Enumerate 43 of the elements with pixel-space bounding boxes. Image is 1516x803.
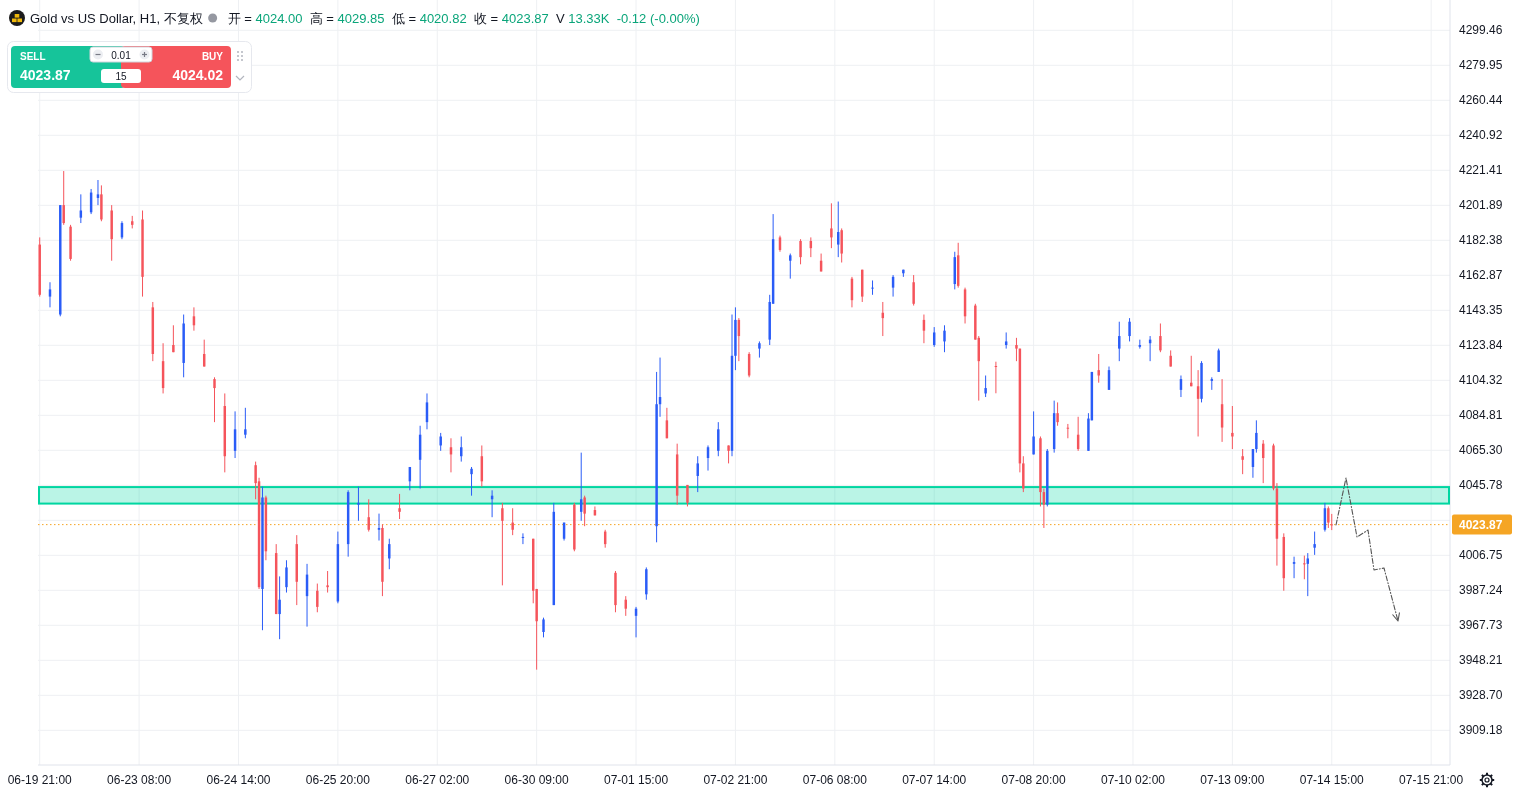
ytick-label: 4299.46 bbox=[1459, 23, 1503, 38]
ytick-label: 4045.78 bbox=[1459, 478, 1503, 493]
xtick-label: 07-10 02:00 bbox=[1100, 773, 1165, 787]
ytick-label: 4104.32 bbox=[1459, 373, 1503, 388]
annotation: 4024.02 bbox=[172, 67, 223, 83]
ytick-label: 4006.75 bbox=[1459, 548, 1503, 563]
ytick-label: 4279.95 bbox=[1459, 58, 1503, 73]
ytick-label: 4065.30 bbox=[1459, 443, 1503, 458]
ytick-label: 3967.73 bbox=[1459, 618, 1503, 633]
xtick-label: 07-15 21:00 bbox=[1399, 773, 1464, 787]
ytick-label: 4123.84 bbox=[1459, 338, 1503, 353]
ytick-label: 4143.35 bbox=[1459, 303, 1503, 318]
ytick-label: 3928.70 bbox=[1459, 688, 1503, 703]
ytick-label: 3987.24 bbox=[1459, 583, 1503, 598]
xtick-label: 06-19 21:00 bbox=[7, 773, 72, 787]
xtick-label: 07-14 15:00 bbox=[1299, 773, 1364, 787]
title: Gold vs US Dollar, H1, 不复权 bbox=[30, 10, 203, 26]
ytick-label: 4240.92 bbox=[1459, 128, 1503, 143]
annotation: 15 bbox=[115, 70, 127, 82]
xtick-label: 07-08 20:00 bbox=[1001, 773, 1066, 787]
xtick-label: 07-06 08:00 bbox=[802, 773, 867, 787]
ytick-label: 4162.87 bbox=[1459, 268, 1503, 283]
xtick-label: 06-27 02:00 bbox=[405, 773, 470, 787]
subtitle: 开 = 4024.00 高 = 4029.85 低 = 4020.82 收 = 4023.87 V 13.33K -0.12 (-0.00%) bbox=[227, 10, 700, 26]
ytick-label: 4084.81 bbox=[1459, 408, 1503, 423]
ytick-label: 3909.18 bbox=[1459, 723, 1503, 738]
xtick-label: 06-30 09:00 bbox=[504, 773, 569, 787]
xtick-label: 06-23 08:00 bbox=[107, 773, 172, 787]
ytick-label: 4260.44 bbox=[1459, 93, 1503, 108]
xtick-label: 06-25 20:00 bbox=[305, 773, 370, 787]
annotation: 4023.87 bbox=[20, 67, 71, 83]
xtick-label: 06-24 14:00 bbox=[206, 773, 271, 787]
annotation: BUY bbox=[201, 50, 223, 62]
ytick-label: 3948.21 bbox=[1459, 653, 1503, 668]
xtick-label: 07-01 15:00 bbox=[604, 773, 669, 787]
annotation: SELL bbox=[20, 50, 46, 62]
annotation: 0.01 bbox=[111, 49, 131, 61]
ytick-label: 4201.89 bbox=[1459, 198, 1503, 213]
ytick-label: 4221.41 bbox=[1459, 163, 1503, 178]
ytick-label: 4182.38 bbox=[1459, 233, 1503, 248]
xtick-label: 07-13 09:00 bbox=[1200, 773, 1265, 787]
xtick-label: 07-07 14:00 bbox=[902, 773, 967, 787]
xtick-label: 07-02 21:00 bbox=[703, 773, 768, 787]
